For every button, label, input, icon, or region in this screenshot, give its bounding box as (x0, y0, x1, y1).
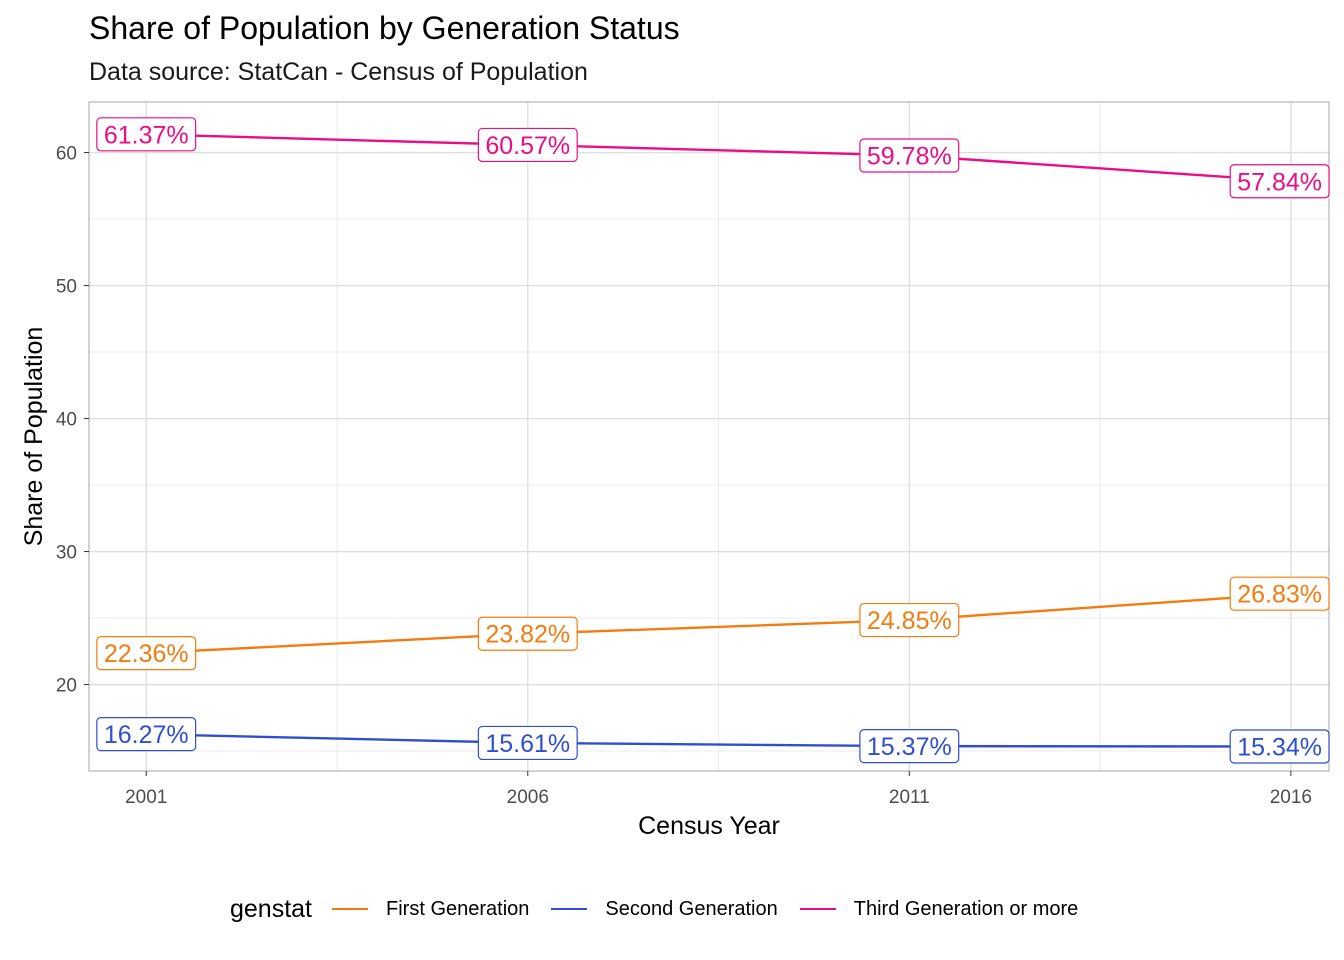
legend-key-first-generation (332, 907, 369, 911)
data-label-box (1229, 164, 1330, 199)
series-line-0 (146, 592, 1291, 655)
x-axis-ticks: 2001 2006 2011 2016 (125, 771, 1312, 808)
y-tick-label: 40 (56, 410, 77, 431)
data-label-text: 61.37% (104, 121, 189, 149)
data-label-box (1229, 729, 1330, 764)
x-axis-title: Census Year (638, 812, 780, 840)
grid-minor (89, 102, 1329, 771)
data-label-box (477, 616, 578, 651)
x-tick-label: 2001 (125, 787, 167, 808)
data-label-text: 15.34% (1237, 734, 1322, 762)
data-label-box (96, 117, 197, 152)
y-axis-title: Share of Population (20, 327, 48, 547)
data-label-box (96, 636, 197, 671)
legend-label: Second Generation (605, 897, 778, 920)
x-tick-label: 2011 (889, 787, 930, 808)
data-label-text: 60.57% (485, 132, 570, 160)
y-tick-label: 30 (56, 543, 77, 564)
data-label: 60.57% (477, 127, 578, 163)
legend: genstat First Generation Second Generati… (230, 892, 1100, 926)
data-label: 59.78% (859, 138, 960, 173)
legend-title: genstat (230, 894, 313, 923)
data-label-box (859, 729, 960, 764)
x-tick-label: 2006 (507, 787, 549, 808)
data-label-text: 22.36% (104, 640, 189, 668)
data-label-box (477, 725, 578, 761)
series-line-2 (146, 133, 1291, 183)
data-label: 26.83% (1229, 576, 1330, 611)
data-label: 15.34% (1229, 729, 1330, 764)
data-label-text: 26.83% (1237, 581, 1322, 609)
series-line-1 (146, 732, 1291, 748)
series-lines (146, 133, 1291, 748)
y-tick-label: 50 (56, 277, 77, 298)
data-label: 61.37% (96, 117, 197, 152)
y-tick-label: 60 (56, 144, 77, 165)
data-label: 15.37% (859, 729, 960, 764)
legend-item-first-generation: First Generation (332, 898, 529, 921)
legend-label: First Generation (386, 897, 530, 920)
data-label-box (859, 602, 960, 638)
data-label: 22.36% (96, 636, 197, 671)
y-tick-label: 20 (56, 676, 77, 697)
legend-item-second-generation: Second Generation (551, 897, 778, 921)
data-label-text: 15.37% (867, 733, 952, 761)
y-axis-ticks: 20 30 40 50 60 (56, 144, 89, 697)
data-label-text: 23.82% (485, 621, 570, 649)
legend-key-third-generation (799, 907, 836, 911)
legend-item-third-generation: Third Generation or more (799, 897, 1079, 921)
data-label-text: 57.84% (1237, 168, 1322, 196)
data-label: 24.85% (859, 602, 960, 638)
data-label: 23.82% (477, 616, 578, 651)
data-labels: 22.36% 23.82% 24.85% 26.83% 16.27% 15.61% 15.3… (96, 117, 1330, 764)
data-label-text: 15.61% (485, 730, 570, 758)
data-label: 16.27% (96, 717, 197, 752)
chart-title: Share of Population by Generation Status (89, 10, 680, 46)
data-label-box (96, 717, 197, 752)
grid-major (89, 102, 1329, 771)
chart-subtitle: Data source: StatCan - Census of Populat… (89, 58, 588, 86)
data-label: 57.84% (1229, 164, 1330, 199)
legend-label: Third Generation or more (853, 897, 1079, 920)
data-label: 15.61% (477, 725, 578, 761)
data-label-box (477, 127, 578, 163)
panel-border (88, 101, 1330, 772)
data-label-box (859, 138, 960, 173)
legend-key-second-generation (551, 907, 588, 911)
data-label-box (1229, 576, 1330, 611)
data-label-text: 16.27% (104, 721, 189, 749)
data-label-text: 59.78% (867, 142, 952, 170)
data-label-text: 24.85% (867, 607, 952, 635)
x-tick-label: 2016 (1270, 787, 1312, 808)
